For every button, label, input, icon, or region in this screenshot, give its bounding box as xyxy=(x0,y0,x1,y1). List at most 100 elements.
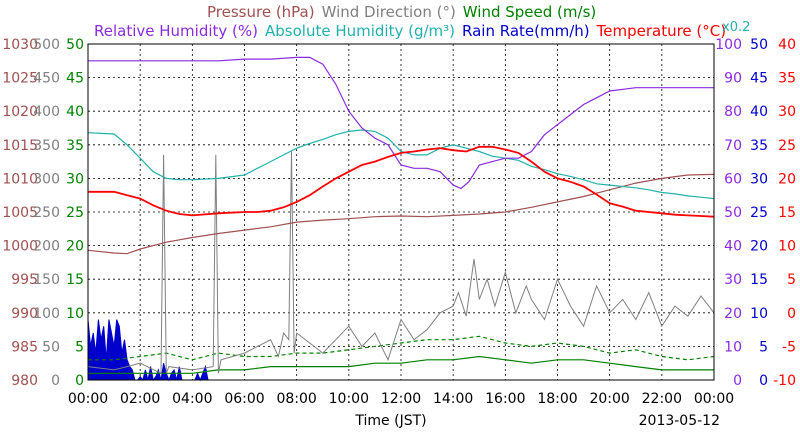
ytick-relative_humidity: 10 xyxy=(724,339,742,355)
ytick-wind_direction: 50 xyxy=(42,339,60,355)
legend-absolute_humidity: Absolute Humidity (g/m³) xyxy=(265,22,455,40)
ytick-relative_humidity: 40 xyxy=(724,239,742,255)
ytick-rain_rate: 25 xyxy=(750,205,768,221)
xtick-label: 10:00 xyxy=(329,391,369,407)
ytick-pressure: 1010 xyxy=(2,171,38,187)
legend-pressure: Pressure (hPa) xyxy=(207,3,315,21)
ytick-temperature: 30 xyxy=(778,104,796,120)
ytick-wind_speed: 40 xyxy=(66,104,84,120)
x-axis: 00:00 02:00 04:00 06:00 08:00 10:00 12:00 14:00… xyxy=(68,391,734,407)
legend-rain_rate: Rain Rate(mm/h) xyxy=(462,22,590,40)
series-relative-humidity xyxy=(88,56,714,190)
legend-wind_speed: Wind Speed (m/s) xyxy=(463,3,596,21)
ytick-rain_rate: 10 xyxy=(750,306,768,322)
ytick-wind_direction: 400 xyxy=(33,104,60,120)
ytick-wind_speed: 35 xyxy=(66,138,84,154)
ytick-relative_humidity: 50 xyxy=(724,205,742,221)
ytick-relative_humidity: 80 xyxy=(724,104,742,120)
xtick-label: 06:00 xyxy=(224,391,264,407)
legend-wind_direction: Wind Direction (°) xyxy=(322,3,456,21)
ytick-temperature: 40 xyxy=(778,37,796,53)
xtick-label: 08:00 xyxy=(276,391,316,407)
plot-grid xyxy=(88,44,714,380)
ytick-wind_speed: 50 xyxy=(66,37,84,53)
xtick-label: 16:00 xyxy=(485,391,525,407)
series-wind-speed xyxy=(88,335,715,361)
ytick-wind_speed: 25 xyxy=(66,205,84,221)
ytick-wind_direction: 300 xyxy=(33,171,60,187)
ytick-pressure: 980 xyxy=(11,373,38,389)
ytick-wind_speed: 30 xyxy=(66,171,84,187)
date-label: 2013-05-12 xyxy=(639,413,720,429)
ytick-rain_rate: 20 xyxy=(750,239,768,255)
ytick-relative_humidity: 20 xyxy=(724,306,742,322)
ytick-pressure: 1020 xyxy=(2,104,38,120)
ytick-wind_speed: 0 xyxy=(75,373,84,389)
ytick-relative_humidity: 90 xyxy=(724,71,742,87)
ytick-temperature: 25 xyxy=(778,138,796,154)
ytick-rain_rate: 0 xyxy=(759,373,768,389)
ytick-pressure: 985 xyxy=(11,339,38,355)
xtick-label: 02:00 xyxy=(120,391,160,407)
xtick-label: 00:00 xyxy=(694,391,734,407)
xtick-label: 20:00 xyxy=(589,391,629,407)
ytick-relative_humidity: 60 xyxy=(724,171,742,187)
series-layer xyxy=(87,56,715,382)
ytick-pressure: 995 xyxy=(11,272,38,288)
ytick-wind_direction: 200 xyxy=(33,239,60,255)
scale-note: x0.2 xyxy=(722,20,750,35)
series-absolute-humidity xyxy=(87,129,715,200)
series-temperature xyxy=(88,145,715,218)
ytick-wind_direction: 350 xyxy=(33,138,60,154)
x-axis-label: Time (JST) xyxy=(354,413,426,429)
ytick-temperature: 15 xyxy=(778,205,796,221)
series-pressure xyxy=(87,173,715,255)
series-rain-rate xyxy=(87,319,221,382)
ytick-relative_humidity: 0 xyxy=(733,373,742,389)
ytick-wind_speed: 10 xyxy=(66,306,84,322)
ytick-temperature: 5 xyxy=(787,272,796,288)
ytick-wind_speed: 5 xyxy=(75,339,84,355)
ytick-pressure: 1000 xyxy=(2,239,38,255)
ytick-rain_rate: 30 xyxy=(750,171,768,187)
legend-temperature: Temperature (°C) xyxy=(596,22,726,40)
ytick-pressure: 1030 xyxy=(2,37,38,53)
legend-relative_humidity: Relative Humidity (%) xyxy=(94,22,258,40)
series-wind-direction xyxy=(87,151,715,375)
ytick-pressure: 1015 xyxy=(2,138,38,154)
xtick-label: 12:00 xyxy=(381,391,421,407)
ytick-temperature: 0 xyxy=(787,306,796,322)
ytick-wind_direction: 100 xyxy=(33,306,60,322)
ytick-wind_speed: 20 xyxy=(66,239,84,255)
ytick-temperature: -10 xyxy=(773,373,796,389)
ytick-pressure: 990 xyxy=(11,306,38,322)
series-wind-speed-avg xyxy=(88,355,714,374)
y-axes: 1030102510201015101010051000995990985980… xyxy=(2,37,796,389)
ytick-wind_direction: 150 xyxy=(33,272,60,288)
ytick-rain_rate: 45 xyxy=(750,71,768,87)
xtick-label: 22:00 xyxy=(642,391,682,407)
ytick-rain_rate: 40 xyxy=(750,104,768,120)
ytick-pressure: 1005 xyxy=(2,205,38,221)
legend-row-1: Pressure (hPa) Wind Direction (°) Wind Spe… xyxy=(207,3,596,21)
ytick-rain_rate: 5 xyxy=(759,339,768,355)
ytick-rain_rate: 50 xyxy=(750,37,768,53)
ytick-wind_direction: 500 xyxy=(33,37,60,53)
ytick-wind_speed: 45 xyxy=(66,71,84,87)
ytick-pressure: 1025 xyxy=(2,71,38,87)
ytick-relative_humidity: 100 xyxy=(715,37,742,53)
ytick-rain_rate: 35 xyxy=(750,138,768,154)
xtick-label: 14:00 xyxy=(433,391,473,407)
ytick-relative_humidity: 70 xyxy=(724,138,742,154)
ytick-temperature: -5 xyxy=(782,339,796,355)
plot-frame xyxy=(87,43,715,381)
ytick-wind_direction: 450 xyxy=(33,71,60,87)
xtick-label: 00:00 xyxy=(68,391,108,407)
legend-row-2: Relative Humidity (%) Absolute Humidity (… xyxy=(94,20,750,40)
ytick-temperature: 20 xyxy=(778,171,796,187)
ytick-wind_speed: 15 xyxy=(66,272,84,288)
ytick-temperature: 35 xyxy=(778,71,796,87)
ytick-temperature: 10 xyxy=(778,239,796,255)
xtick-label: 18:00 xyxy=(537,391,577,407)
